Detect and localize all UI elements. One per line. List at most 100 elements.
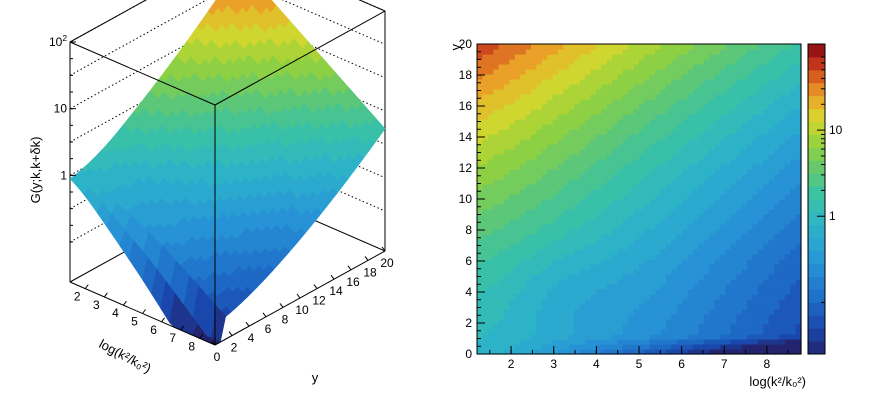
heatmap-cell xyxy=(612,99,618,105)
heatmap-cell xyxy=(617,184,624,190)
heatmap-cell xyxy=(633,244,640,250)
heatmap-cell xyxy=(779,79,786,85)
heatmap-cell xyxy=(795,219,802,225)
heatmap-cell xyxy=(671,69,678,75)
heatmap-cell xyxy=(579,99,586,105)
heatmap-cell xyxy=(774,149,780,155)
heatmap-cell xyxy=(747,94,753,100)
heatmap-cell xyxy=(536,124,543,130)
colorbar-tick-label: 10 xyxy=(829,123,843,137)
heatmap-cell xyxy=(671,334,678,340)
heatmap-cell xyxy=(520,259,527,265)
heatmap-cell xyxy=(795,334,802,340)
heatmap-cell xyxy=(525,234,532,240)
heatmap-cell xyxy=(639,89,645,95)
heatmap-cell xyxy=(660,319,667,325)
heatmap-cell xyxy=(784,174,791,180)
heatmap-cell xyxy=(693,119,699,125)
heatmap-cell xyxy=(606,304,613,310)
heatmap-cell xyxy=(779,269,786,275)
heatmap-cell xyxy=(736,104,743,110)
heatmap-cell xyxy=(757,99,764,105)
heatmap-cell xyxy=(703,309,710,315)
heatmap-cell xyxy=(736,254,743,260)
heatmap-cell xyxy=(477,199,483,205)
heatmap-cell xyxy=(757,349,764,355)
heatmap-cell xyxy=(595,159,602,165)
heatmap-cell xyxy=(790,204,797,210)
heatmap-cell xyxy=(682,279,689,285)
heatmap-cell xyxy=(730,294,737,300)
heatmap-cell xyxy=(763,289,770,295)
heatmap-cell xyxy=(644,99,651,105)
heatmap-cell xyxy=(660,339,667,345)
heatmap-cell xyxy=(649,234,656,240)
colorbar-band xyxy=(808,341,825,355)
heatmap-cell xyxy=(585,269,591,275)
heatmap-cell xyxy=(682,289,689,295)
heatmap-cell xyxy=(644,259,651,265)
heatmap-cell xyxy=(514,89,521,95)
heatmap-cell xyxy=(639,329,645,335)
heatmap-cell xyxy=(493,89,500,95)
heatmap-cell xyxy=(655,329,662,335)
heatmap-cell xyxy=(601,94,608,100)
heatmap-cell xyxy=(757,209,764,215)
heatmap-cell xyxy=(752,219,759,225)
heatmap-cell xyxy=(477,84,483,90)
heatmap-cell xyxy=(736,249,743,255)
heatmap-cell xyxy=(612,69,618,75)
heatmap-cell xyxy=(741,109,748,115)
heatmap-cell xyxy=(757,289,764,295)
heatmap-cell xyxy=(693,139,699,145)
heatmap-cell xyxy=(687,284,694,290)
heatmap-cell xyxy=(720,259,726,265)
heatmap-cell xyxy=(563,144,570,150)
heatmap-cell xyxy=(622,259,629,265)
heatmap-cell xyxy=(509,54,516,60)
heatmap-cell xyxy=(585,214,591,220)
heatmap-cell xyxy=(498,264,505,270)
heatmap-cell xyxy=(644,144,651,150)
heatmap-cell xyxy=(736,239,743,245)
heatmap-cell xyxy=(612,214,618,220)
heatmap-cell xyxy=(660,74,667,80)
heatmap-cell xyxy=(714,79,721,85)
heatmap-cell xyxy=(660,49,667,55)
heatmap-cell xyxy=(693,314,699,320)
heatmap-cell xyxy=(660,219,667,225)
heatmap-cell xyxy=(536,104,543,110)
heatmap-cell xyxy=(639,149,645,155)
heatmap-cell xyxy=(649,264,656,270)
heatmap-cell xyxy=(779,224,786,230)
heatmap-cell xyxy=(714,69,721,75)
heatmap-cell xyxy=(579,339,586,345)
heatmap-cell xyxy=(477,44,483,50)
heatmap-cell xyxy=(633,229,640,235)
heatmap-cell xyxy=(747,309,753,315)
heatmap-cell xyxy=(698,279,705,285)
heatmap-cell xyxy=(541,174,548,180)
heatmap-cell xyxy=(525,114,532,120)
heatmap-cell xyxy=(487,164,494,170)
heatmap-cell xyxy=(682,309,689,315)
heatmap-cell xyxy=(482,264,489,270)
heatmap-cell xyxy=(568,174,575,180)
heatmap-cell xyxy=(525,199,532,205)
heatmap-cell xyxy=(763,279,770,285)
heatmap-cell xyxy=(655,49,662,55)
heatmap-cell xyxy=(639,269,645,275)
heatmap-cell xyxy=(795,89,802,95)
heatmap-cell xyxy=(676,219,683,225)
heatmap-cell xyxy=(790,274,797,280)
heatmap-cell xyxy=(736,299,743,305)
heatmap-cell xyxy=(541,169,548,175)
heatmap-cell xyxy=(509,234,516,240)
heatmap-cell xyxy=(784,159,791,165)
heatmap-cell xyxy=(504,189,510,195)
heatmap-cell xyxy=(482,229,489,235)
heatmap-cell xyxy=(693,149,699,155)
heatmap-cell xyxy=(579,299,586,305)
heatmap-cell xyxy=(790,174,797,180)
heatmap-cell xyxy=(487,319,494,325)
